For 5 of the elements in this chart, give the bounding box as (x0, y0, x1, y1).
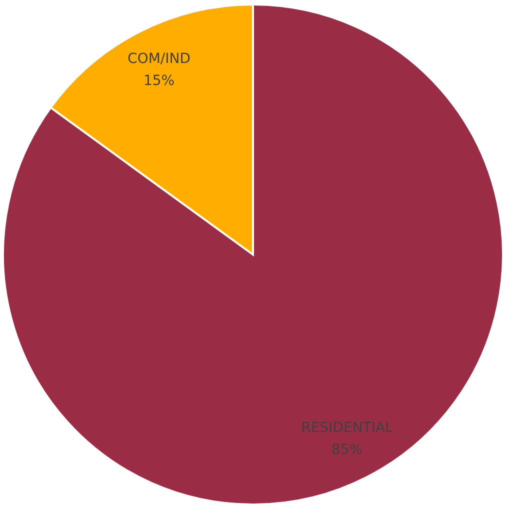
pie-slice (2, 4, 504, 506)
data-label: 85% (331, 442, 363, 458)
slice-label: COM/IND (128, 51, 191, 68)
data-label: 15% (143, 73, 175, 90)
slice-label: RESIDENTIAL (301, 420, 394, 436)
